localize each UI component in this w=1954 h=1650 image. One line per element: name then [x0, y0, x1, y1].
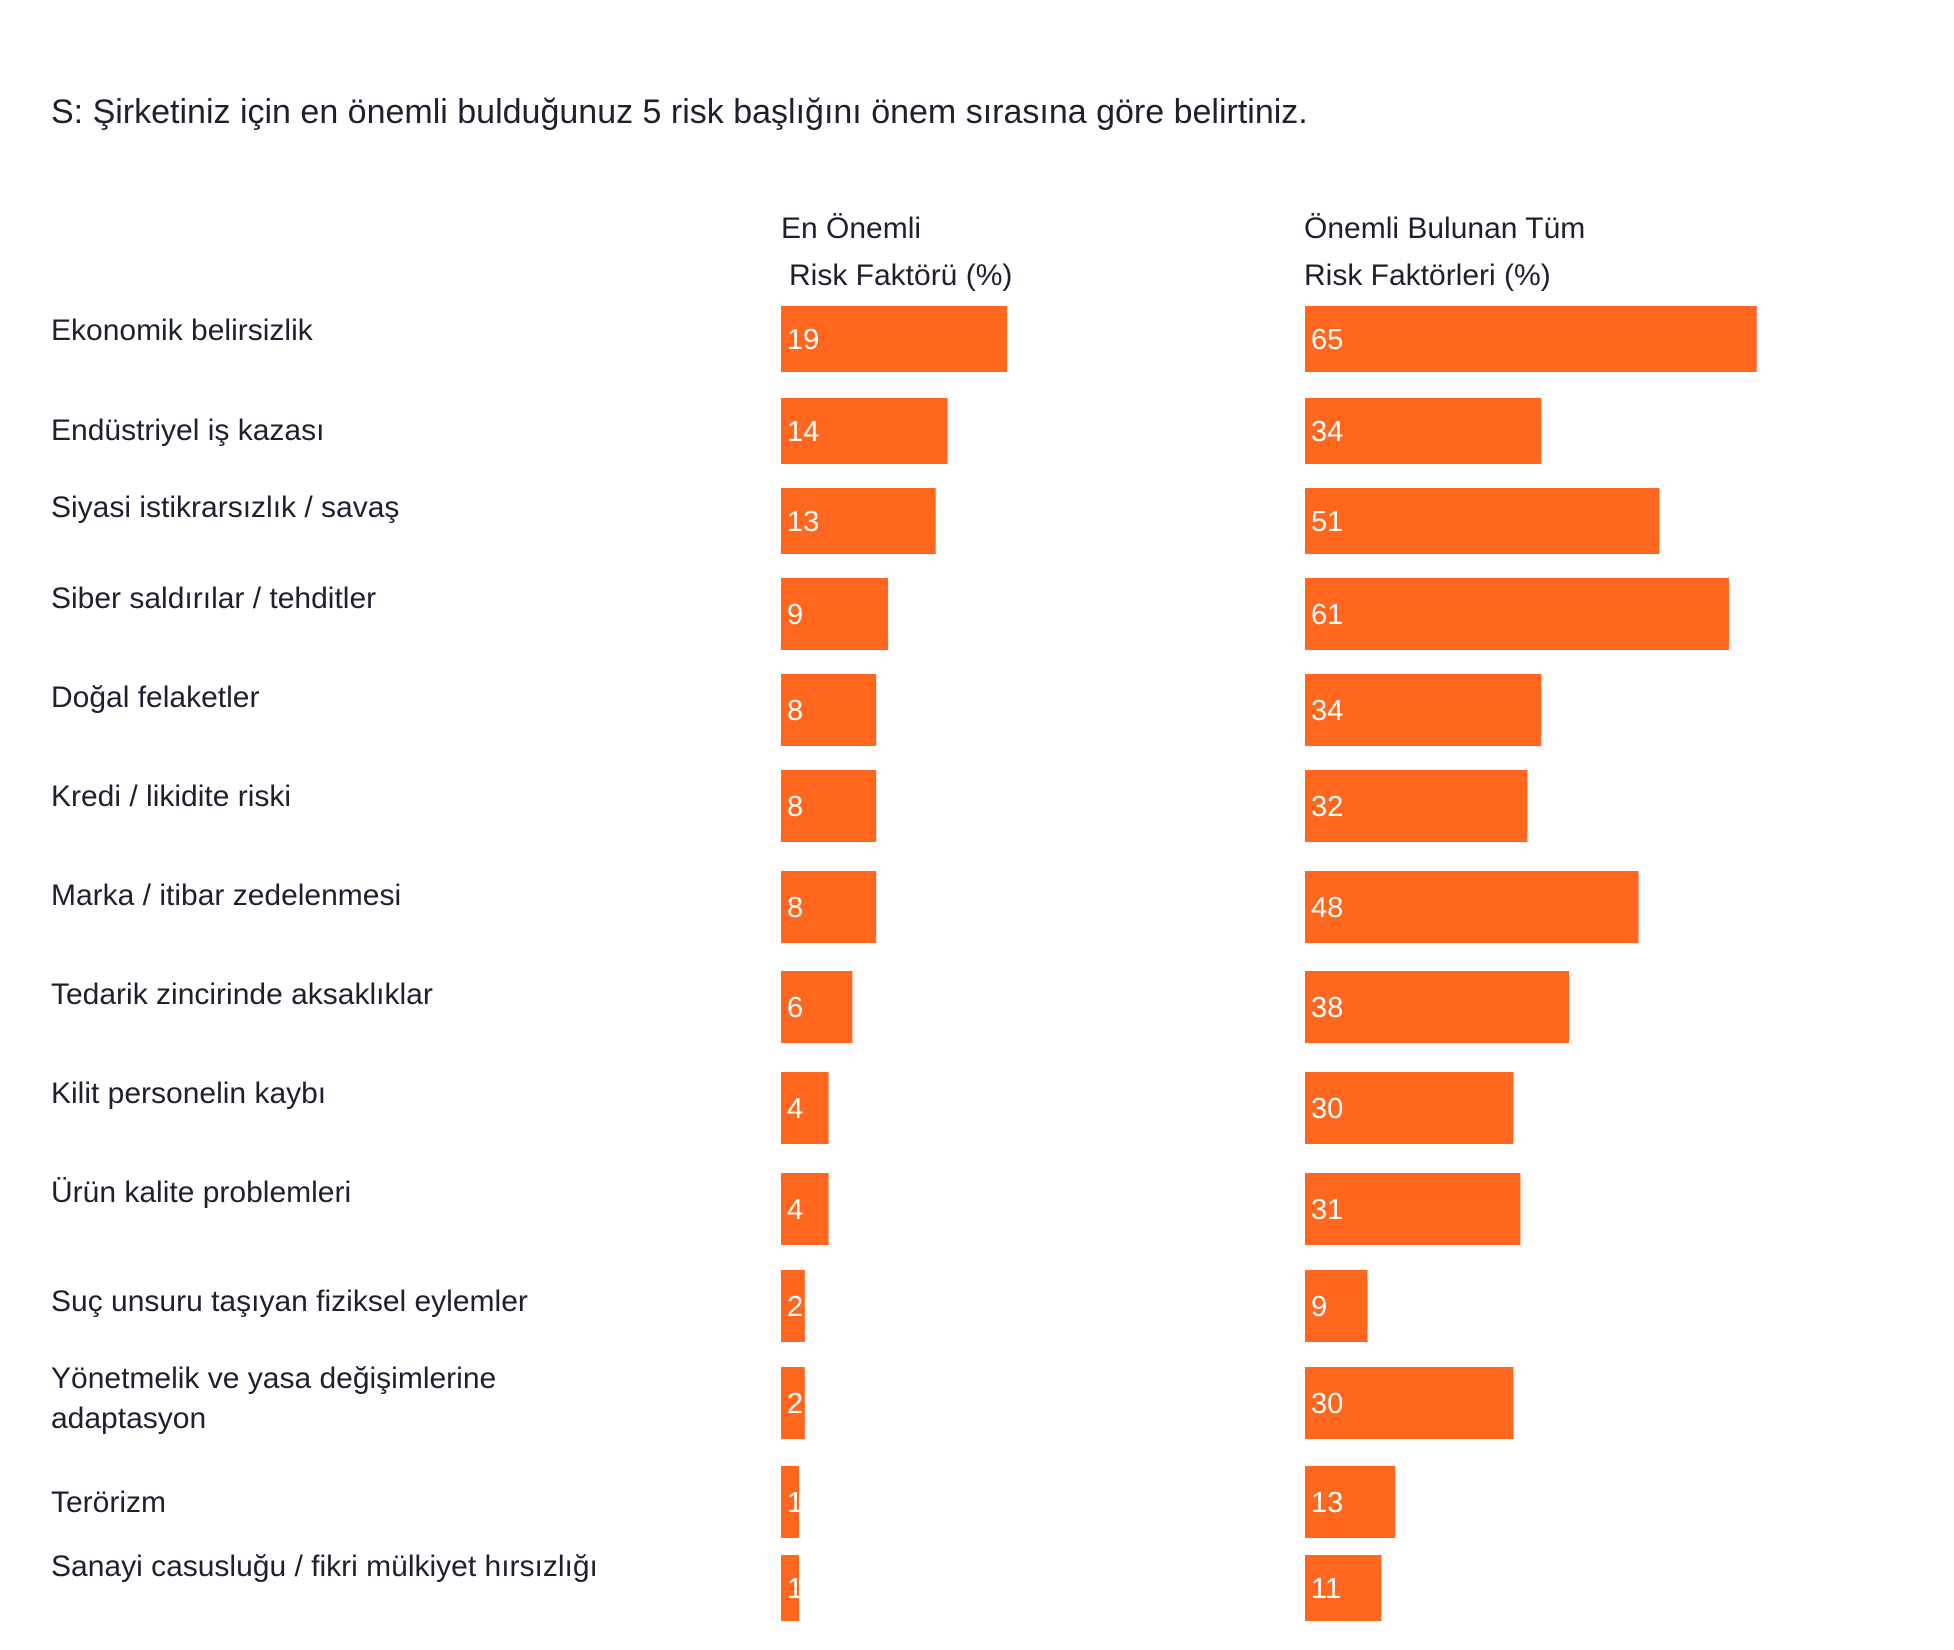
bar-all-important	[1305, 1367, 1514, 1439]
bar-value-label: 38	[1311, 992, 1343, 1024]
category-label: Yönetmelik ve yasa değişimlerine adaptasy…	[51, 1362, 496, 1435]
bar-most-important	[781, 871, 877, 943]
bar-value-label: 61	[1311, 599, 1343, 631]
bar-most-important	[781, 488, 936, 554]
bar-all-important	[1305, 1173, 1521, 1245]
bar-value-label: 4	[787, 1194, 803, 1226]
bar-value-label: 31	[1311, 1194, 1343, 1226]
question-title: S: Şirketiniz için en önemli bulduğunuz …	[51, 93, 1308, 131]
category-label: Kilit personelin kaybı	[51, 1077, 326, 1110]
series-header-line: Risk Faktörü (%)	[789, 259, 1013, 292]
bar-most-important	[781, 398, 948, 464]
category-label: Ekonomik belirsizlik	[51, 314, 314, 347]
bar-value-label: 8	[787, 892, 803, 924]
bar-value-label: 9	[1311, 1291, 1327, 1323]
bar-all-important	[1305, 971, 1570, 1043]
bar-all-important	[1305, 871, 1639, 943]
category-label: Siyasi istikrarsızlık / savaş	[51, 491, 399, 524]
bar-most-important	[781, 1466, 799, 1538]
bar-value-label: 19	[787, 324, 819, 356]
bar-value-label: 11	[1311, 1573, 1341, 1605]
category-label: Endüstriyel iş kazası	[51, 414, 324, 447]
category-label: Kredi / likidite riski	[51, 780, 291, 813]
bar-all-important	[1305, 674, 1542, 746]
category-label: Terörizm	[51, 1486, 166, 1519]
bar-value-label: 4	[787, 1093, 803, 1125]
bar-all-important	[1305, 398, 1542, 464]
bar-value-label: 6	[787, 992, 803, 1024]
bar-all-important	[1305, 1072, 1514, 1144]
bar-value-label: 14	[787, 416, 819, 448]
bar-most-important	[781, 1367, 805, 1439]
bar-value-label: 9	[787, 599, 803, 631]
bar-all-important	[1305, 1270, 1368, 1342]
bar-value-label: 13	[787, 506, 819, 538]
bar-most-important	[781, 770, 877, 842]
bar-value-label: 34	[1311, 695, 1343, 727]
category-label: Sanayi casusluğu / fikri mülkiyet hırsız…	[51, 1550, 598, 1583]
series-header-all-important: Önemli Bulunan Tüm Risk Faktörleri (%)	[1304, 205, 1585, 299]
category-label: Doğal felaketler	[51, 681, 259, 714]
category-label: Suç unsuru taşıyan fiziksel eylemler	[51, 1285, 528, 1318]
bar-all-important	[1305, 1555, 1382, 1621]
bar-value-label: 48	[1311, 892, 1343, 924]
bar-all-important	[1305, 770, 1528, 842]
bar-most-important	[781, 971, 853, 1043]
bar-most-important	[781, 1072, 829, 1144]
series-header-line: Risk Faktörleri (%)	[1304, 259, 1551, 292]
bar-all-important	[1305, 1466, 1396, 1538]
bar-all-important	[1305, 306, 1757, 372]
bar-value-label: 65	[1311, 324, 1343, 356]
category-label: Ürün kalite problemleri	[51, 1176, 351, 1209]
bar-most-important	[781, 306, 1008, 372]
category-label: Marka / itibar zedelenmesi	[51, 879, 401, 912]
bar-all-important	[1305, 578, 1729, 650]
bar-most-important	[781, 1270, 805, 1342]
bar-most-important	[781, 578, 889, 650]
bar-value-label: 8	[787, 695, 803, 727]
bar-value-label: 51	[1311, 506, 1343, 538]
bar-value-label: 30	[1311, 1388, 1343, 1420]
bar-value-label: 8	[787, 791, 803, 823]
series-header-most-important: En Önemli Risk Faktörü (%)	[781, 205, 1012, 299]
bar-all-important	[1305, 488, 1660, 554]
bar-value-label: 13	[1311, 1487, 1343, 1519]
bar-most-important	[781, 674, 877, 746]
bar-most-important	[781, 1173, 829, 1245]
bar-most-important	[781, 1555, 799, 1621]
bar-value-label: 1	[787, 1573, 803, 1605]
series-header-line: Önemli Bulunan Tüm	[1304, 212, 1586, 245]
bar-value-label: 2	[787, 1388, 803, 1420]
bar-value-label: 34	[1311, 416, 1343, 448]
category-label: Tedarik zincirinde aksaklıklar	[51, 978, 433, 1011]
bar-value-label: 32	[1311, 791, 1343, 823]
bar-value-label: 1	[787, 1487, 803, 1519]
bar-value-label: 30	[1311, 1093, 1343, 1125]
bar-value-label: 2	[787, 1291, 803, 1323]
series-header-line: En Önemli	[781, 212, 922, 245]
category-label: Siber saldırılar / tehditler	[51, 582, 376, 615]
